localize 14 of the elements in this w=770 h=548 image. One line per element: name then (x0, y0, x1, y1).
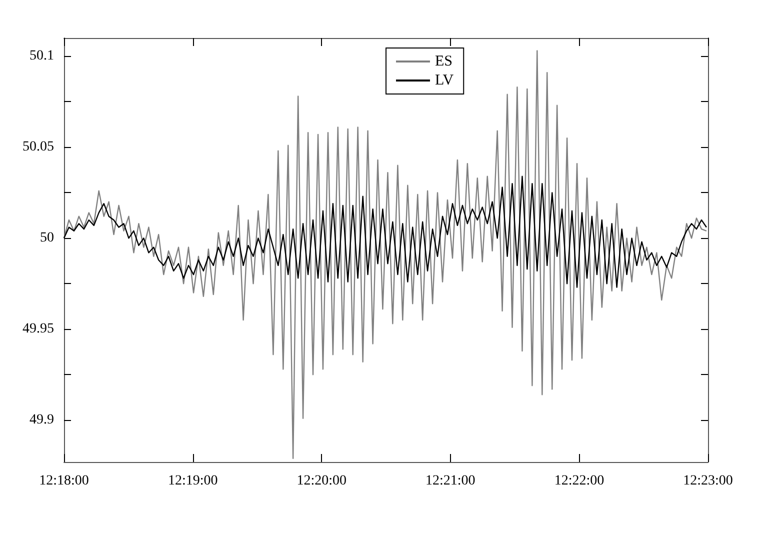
x-tick-label: 12:22:00 (554, 474, 604, 488)
x-tick-label: 12:20:00 (296, 474, 346, 488)
y-tick-label: 50.05 (22, 140, 54, 155)
legend-label: LV (435, 72, 454, 88)
x-tick-label: 12:23:00 (683, 474, 733, 488)
y-tick-label: 50.1 (30, 48, 54, 64)
y-tick-label: 50 (40, 230, 54, 246)
y-tick-label: 49.9 (30, 412, 54, 428)
x-tick-label: 12:21:00 (426, 474, 476, 488)
y-tick-label: 49.95 (22, 322, 54, 337)
x-tick-label: 12:19:00 (168, 474, 218, 488)
x-tick-label: 12:18:00 (39, 474, 89, 488)
legend-label: ES (435, 54, 453, 70)
line-series (63, 50, 708, 459)
